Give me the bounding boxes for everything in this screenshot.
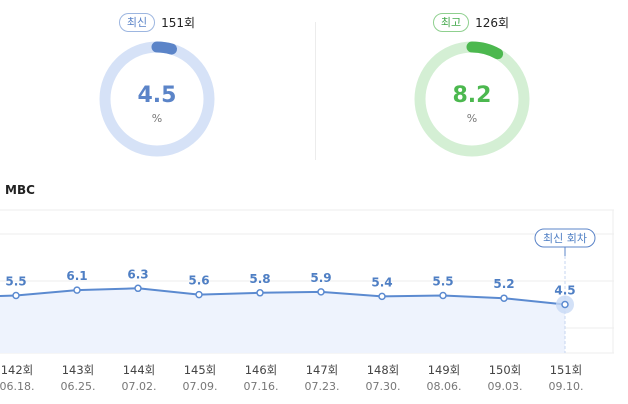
best-rating-panel: 최고 126회 8.2 %: [314, 0, 628, 160]
date-label-0: 06.18.: [0, 380, 35, 393]
panel-divider: [315, 22, 316, 160]
latest-ring-progress: [99, 41, 215, 157]
data-point-4: [256, 289, 264, 297]
latest-rating-panel: 최신 151회 4.5 %: [0, 0, 314, 160]
value-label-3: 5.6: [188, 274, 209, 288]
date-label-8: 09.03.: [488, 380, 523, 393]
area-fill: [0, 288, 565, 353]
date-label-5: 07.23.: [305, 380, 340, 393]
value-label-6: 5.4: [371, 275, 392, 289]
latest-callout-label: 최신 회차: [543, 232, 587, 245]
latest-rating-unit: %: [151, 112, 163, 125]
data-point-6: [378, 292, 386, 301]
latest-ring-graphic: [99, 41, 215, 157]
latest-episode: 151회: [161, 16, 196, 30]
episode-label-3: 145회: [184, 363, 217, 377]
best-rating-ring: 8.2 %: [413, 40, 531, 158]
data-point-3: [195, 290, 203, 299]
episode-label-1: 143회: [62, 363, 95, 377]
data-point-9: [561, 300, 569, 309]
date-label-2: 07.02.: [122, 380, 157, 393]
value-label-7: 5.5: [432, 275, 453, 289]
episode-label-9: 151회: [550, 363, 583, 377]
data-point-2: [134, 284, 142, 293]
date-label-4: 07.16.: [244, 380, 279, 393]
episode-label-2: 144회: [123, 363, 156, 377]
ratings-chart: 5.5 142회 06.18. 6.1 143회 06.25. 6.3 144회 07.02. 5…: [0, 209, 614, 393]
latest-header: 최신 151회: [0, 13, 314, 32]
episode-label-0: 142회: [1, 363, 34, 377]
date-label-7: 08.06.: [427, 380, 462, 393]
best-header: 최고 126회: [314, 13, 628, 32]
value-label-0: 5.5: [5, 275, 26, 289]
best-badge: 최고: [432, 13, 470, 32]
episode-label-5: 147회: [306, 363, 339, 377]
best-ring-graphic: [414, 41, 530, 157]
data-point-0: [12, 291, 20, 300]
value-label-5: 5.9: [310, 271, 331, 285]
value-label-4: 5.8: [249, 272, 270, 286]
data-point-5: [317, 288, 325, 296]
latest-badge: 최신: [118, 13, 156, 32]
date-label-3: 07.09.: [183, 380, 218, 393]
data-point-8: [500, 294, 508, 302]
episode-label-8: 150회: [489, 363, 522, 377]
date-label-1: 06.25.: [61, 380, 96, 393]
episode-label-6: 148회: [367, 363, 400, 377]
value-label-8: 5.2: [493, 277, 514, 291]
episode-label-7: 149회: [428, 363, 461, 377]
value-label-1: 6.1: [66, 269, 87, 283]
best-episode: 126회: [475, 16, 510, 30]
value-label-2: 6.3: [127, 267, 148, 281]
date-label-6: 07.30.: [366, 380, 401, 393]
best-rating-unit: %: [466, 112, 478, 125]
best-rating-value: 8.2: [452, 83, 492, 108]
date-label-9: 09.10.: [549, 380, 584, 393]
data-point-7: [439, 291, 447, 300]
episode-label-4: 146회: [245, 363, 278, 377]
latest-rating-value: 4.5: [137, 83, 177, 108]
data-point-1: [73, 286, 81, 294]
latest-rating-ring: 4.5 %: [98, 40, 216, 158]
channel-label: MBC: [5, 183, 35, 197]
best-ring-progress: [414, 41, 530, 157]
value-label-9: 4.5: [554, 284, 575, 298]
